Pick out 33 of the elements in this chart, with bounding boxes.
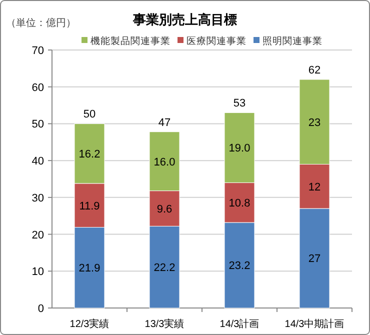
x-tick-label: 14/3中期計画 [284,318,344,330]
y-tick-label: 20 [32,229,44,242]
y-tick-label: 0 [38,303,44,315]
data-label: 22.2 [154,262,176,274]
data-label: 19.0 [228,142,250,155]
legend-label: 医療関連事業 [186,35,246,47]
x-tick-label: 12/3実績 [70,318,110,330]
total-label: 47 [158,116,171,129]
x-tick-label: 13/3実績 [144,318,184,330]
y-tick-label: 10 [32,266,44,278]
y-tick-label: 30 [32,192,44,204]
y-axis-title: （単位：億円） [6,17,76,29]
data-label: 16.2 [78,148,100,161]
data-label: 11.9 [79,200,100,212]
data-label: 21.9 [78,262,100,275]
data-label: 12 [308,181,321,194]
data-label: 10.8 [228,198,250,210]
total-label: 53 [233,98,246,110]
y-tick-label: 50 [32,118,44,131]
y-tick-label: 70 [32,45,44,57]
y-tick-label: 60 [32,82,44,94]
total-label: 50 [83,108,96,121]
data-label: 27 [308,253,321,266]
data-label: 23 [308,116,321,129]
legend-label: 機能製品関連事業 [90,35,170,47]
legend-label: 照明関連事業 [262,35,322,47]
y-tick-label: 40 [32,156,44,168]
chart-title: 事業別売上高目標 [132,12,237,27]
x-tick-label: 14/3計画 [220,318,260,330]
total-label: 62 [308,64,321,76]
data-label: 16.0 [154,156,176,168]
data-label: 23.2 [228,260,250,272]
data-label: 9.6 [156,203,172,216]
